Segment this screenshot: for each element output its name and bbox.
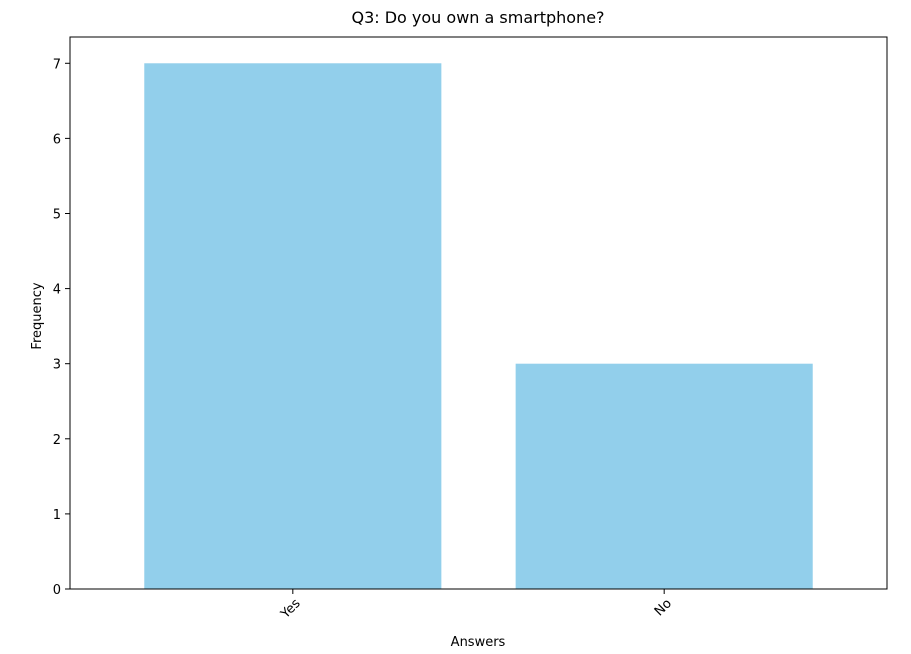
x-tick-label-yes: Yes [277,596,303,622]
bar-yes [144,63,442,590]
y-tick-label: 2 [53,433,61,448]
y-tick-label: 4 [53,283,61,298]
y-tick-label: 7 [53,57,61,72]
y-tick-label: 1 [53,508,61,523]
y-axis: 0 1 2 3 4 5 6 7 [53,57,70,598]
y-axis-label: Frequency [30,282,45,349]
x-axis: Yes No [277,589,675,622]
bars-layer [144,63,813,590]
chart-title: Q3: Do you own a smartphone? [351,8,604,27]
x-axis-label: Answers [451,635,506,650]
x-tick-label-no: No [652,596,675,619]
y-tick-label: 0 [53,583,61,598]
plot-frame [69,36,888,590]
y-tick-label: 6 [53,132,61,147]
bar-no [515,363,813,589]
y-tick-label: 3 [53,358,61,373]
y-tick-label: 5 [53,207,61,222]
